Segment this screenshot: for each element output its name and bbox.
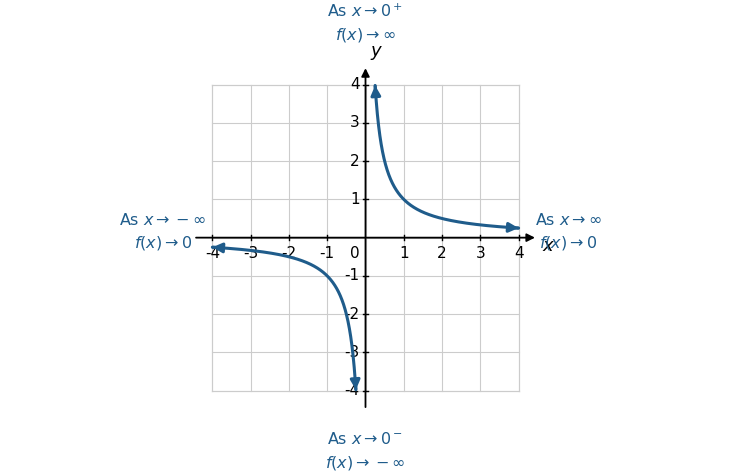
Text: 2: 2 bbox=[350, 154, 360, 169]
Text: 0: 0 bbox=[350, 246, 360, 261]
Text: 2: 2 bbox=[437, 246, 447, 261]
Text: As $x \to 0^-$
$f(x) \to -\infty$: As $x \to 0^-$ $f(x) \to -\infty$ bbox=[325, 431, 406, 472]
Text: 4: 4 bbox=[350, 77, 360, 92]
Text: -4: -4 bbox=[205, 246, 220, 261]
Text: As $x \to \infty$
$f(x) \to 0$: As $x \to \infty$ $f(x) \to 0$ bbox=[535, 211, 602, 252]
Text: -1: -1 bbox=[319, 246, 335, 261]
Text: -3: -3 bbox=[344, 345, 360, 360]
Text: 1: 1 bbox=[399, 246, 409, 261]
Text: $x$: $x$ bbox=[542, 237, 555, 255]
Text: As $x \to 0^+$
$f(x) \to \infty$: As $x \to 0^+$ $f(x) \to \infty$ bbox=[327, 2, 404, 45]
Text: -4: -4 bbox=[344, 383, 360, 398]
Text: -2: -2 bbox=[344, 307, 360, 322]
Text: -3: -3 bbox=[243, 246, 258, 261]
Text: 4: 4 bbox=[514, 246, 523, 261]
Text: $y$: $y$ bbox=[370, 45, 383, 63]
Text: 3: 3 bbox=[475, 246, 485, 261]
Text: As $x \to -\infty$
$f(x) \to 0$: As $x \to -\infty$ $f(x) \to 0$ bbox=[119, 211, 206, 252]
Text: 1: 1 bbox=[350, 192, 360, 207]
Text: 3: 3 bbox=[350, 115, 360, 130]
Text: -1: -1 bbox=[344, 268, 360, 283]
Text: -2: -2 bbox=[281, 246, 297, 261]
